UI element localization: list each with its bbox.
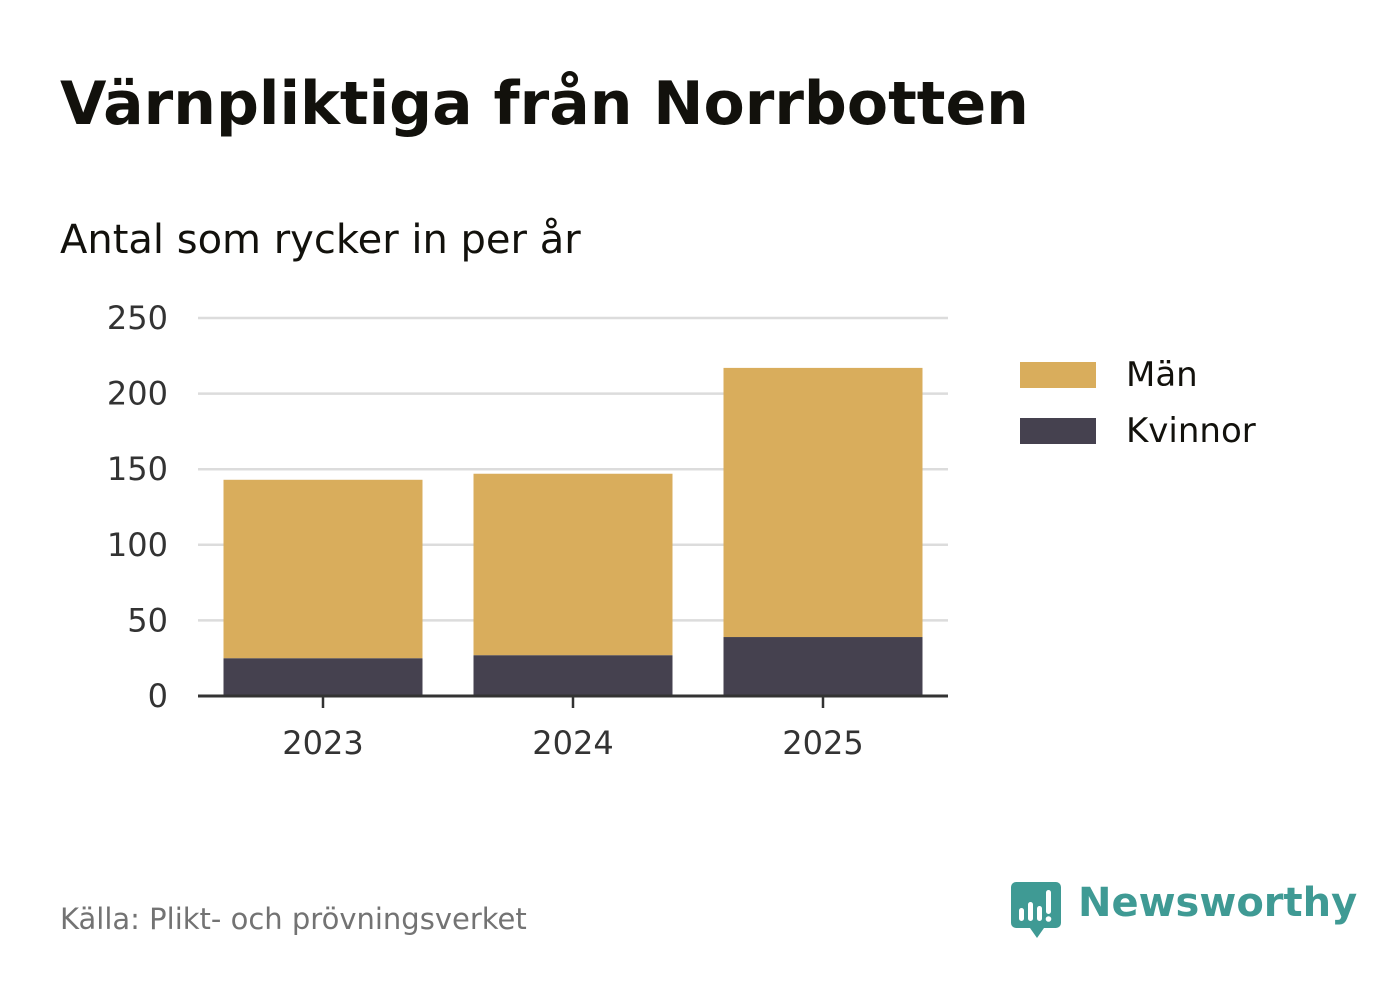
bar-män-2024 [473, 473, 673, 656]
legend-label-män: Män [1126, 355, 1198, 395]
brand-name: Newsworthy [1078, 880, 1358, 926]
newsworthy-logo-icon [1011, 882, 1061, 938]
bars [223, 367, 923, 696]
axes: 0 50 100 150 200 250 2023 2024 2025 [107, 299, 948, 762]
chart-subtitle: Antal som rycker in per år [60, 217, 581, 263]
legend-swatch-män [1020, 362, 1096, 388]
bar-kvinnor-2023 [223, 658, 423, 696]
source-note: Källa: Plikt- och prövningsverket [60, 902, 527, 936]
x-tick-label: 2023 [282, 724, 363, 762]
y-tick-label: 100 [107, 526, 168, 564]
x-tick-label: 2025 [782, 724, 863, 762]
legend-swatch-kvinnor [1020, 418, 1096, 444]
bar-kvinnor-2025 [723, 637, 923, 696]
legend: Män Kvinnor [1020, 355, 1256, 451]
y-tick-label: 50 [127, 601, 168, 639]
y-tick-label: 0 [148, 677, 168, 715]
bar-män-2023 [223, 479, 423, 659]
x-tick-label: 2024 [532, 724, 613, 762]
chart-title: Värnpliktiga från Norrbotten [60, 69, 1029, 139]
y-tick-label: 200 [107, 375, 168, 413]
bar-kvinnor-2024 [473, 655, 673, 696]
legend-label-kvinnor: Kvinnor [1126, 411, 1256, 451]
brand-logo: Newsworthy [1010, 878, 1357, 940]
y-tick-label: 150 [107, 450, 168, 488]
bar-män-2025 [723, 367, 923, 638]
y-tick-label: 250 [107, 299, 168, 337]
